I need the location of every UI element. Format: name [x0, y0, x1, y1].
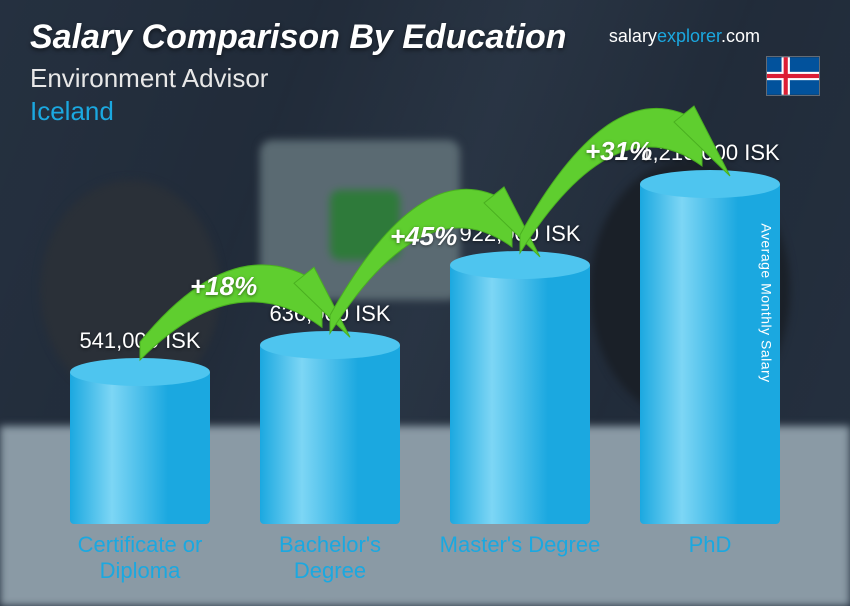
- y-axis-label: Average Monthly Salary: [758, 223, 774, 382]
- percent-increase-badge: +18%: [190, 271, 257, 302]
- percent-increase-badge: +31%: [585, 136, 652, 167]
- brand-logo: salaryexplorer.com: [609, 26, 760, 47]
- iceland-flag-icon: [766, 56, 820, 96]
- page-subtitle: Environment Advisor: [30, 63, 820, 94]
- brand-part2: explorer: [657, 26, 721, 46]
- country-label: Iceland: [30, 96, 820, 127]
- brand-part3: .com: [721, 26, 760, 46]
- brand-part1: salary: [609, 26, 657, 46]
- bar-chart: 541,000 ISKCertificate or Diploma636,000…: [40, 66, 800, 586]
- percent-increase-badge: +45%: [390, 221, 457, 252]
- increase-arc: [40, 66, 820, 586]
